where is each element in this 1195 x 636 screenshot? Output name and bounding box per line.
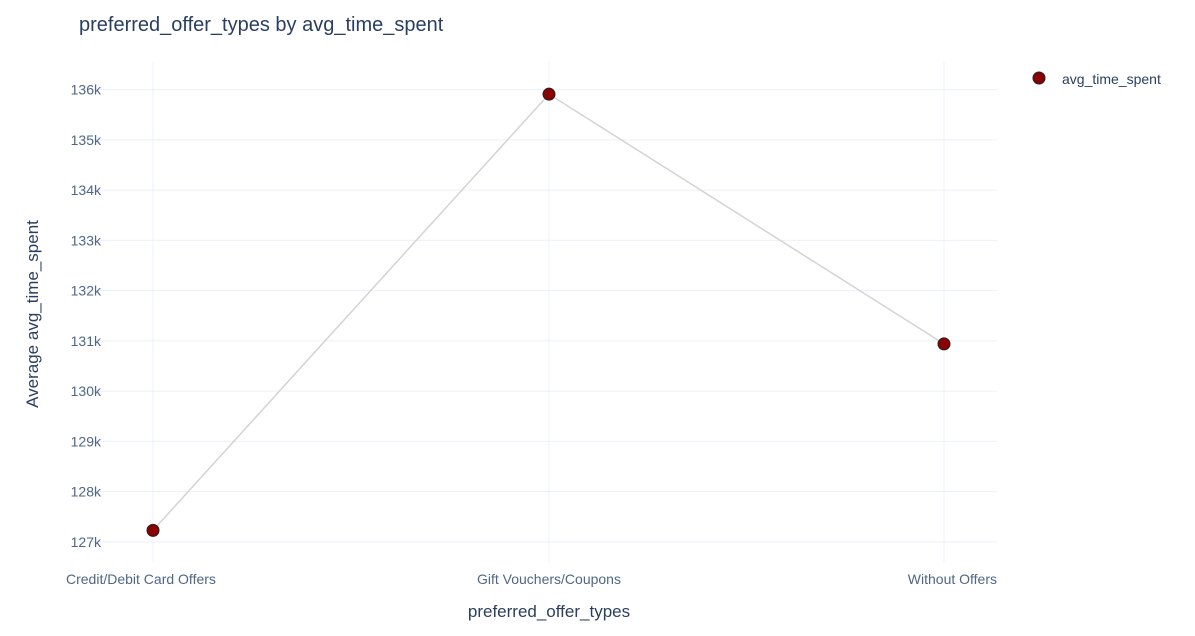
- y-tick-label: 136k: [71, 82, 102, 98]
- legend-label: avg_time_spent: [1062, 71, 1161, 87]
- y-tick-label: 135k: [71, 132, 102, 148]
- grid: [80, 62, 997, 562]
- data-point[interactable]: [937, 337, 951, 351]
- y-tick-label: 129k: [71, 433, 102, 449]
- y-tick-label: 133k: [71, 232, 102, 248]
- x-tick-label: Credit/Debit Card Offers: [66, 571, 216, 587]
- x-axis-title: preferred_offer_types: [468, 602, 630, 621]
- series-point-layer: [146, 87, 951, 537]
- x-axis-ticks: Credit/Debit Card Offers Gift Vouchers/Co…: [66, 571, 997, 587]
- y-axis-ticks: 127k 128k 129k 130k 131k 132k 133k 134k 135k 136k: [71, 82, 102, 550]
- x-tick-label: Gift Vouchers/Coupons: [477, 571, 621, 587]
- y-tick-label: 131k: [71, 333, 102, 349]
- data-point[interactable]: [542, 87, 556, 101]
- y-tick-label: 128k: [71, 484, 102, 500]
- legend[interactable]: avg_time_spent: [1032, 71, 1161, 87]
- y-axis-title: Average avg_time_spent: [23, 220, 42, 408]
- y-tick-label: 127k: [71, 534, 102, 550]
- y-tick-label: 130k: [71, 383, 102, 399]
- x-tick-label: Without Offers: [908, 571, 997, 587]
- data-point[interactable]: [146, 523, 160, 537]
- legend-marker: [1032, 71, 1046, 85]
- y-tick-label: 134k: [71, 182, 102, 198]
- chart-title: preferred_offer_types by avg_time_spent: [79, 14, 444, 36]
- y-tick-label: 132k: [71, 283, 102, 299]
